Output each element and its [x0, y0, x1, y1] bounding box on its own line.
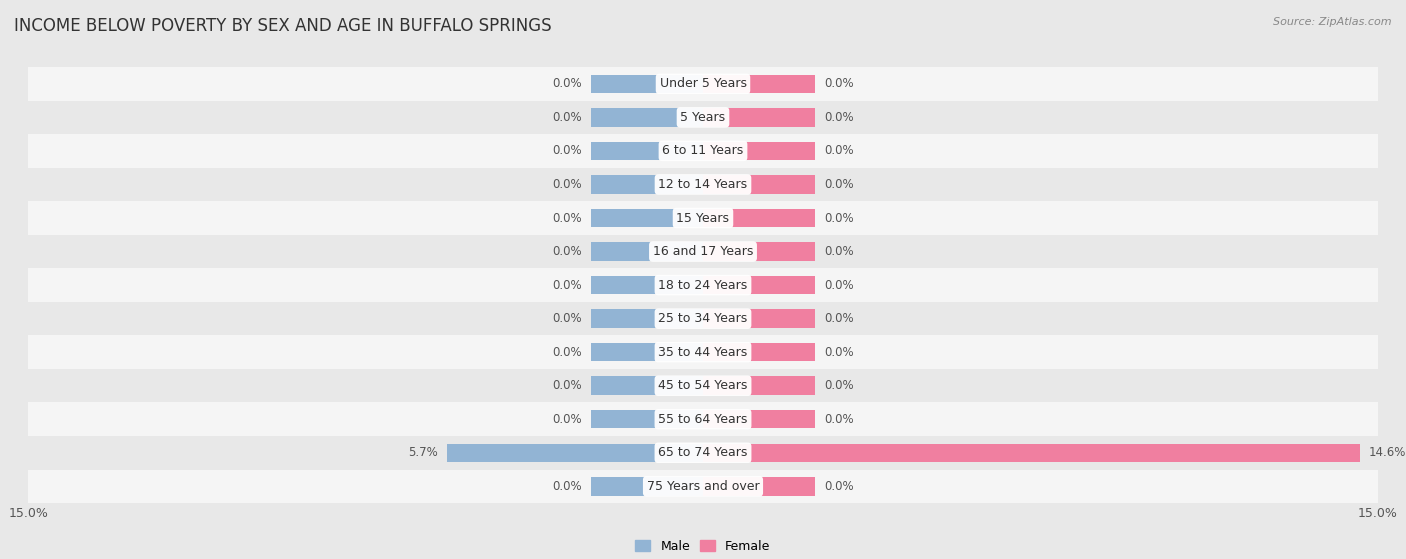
Text: INCOME BELOW POVERTY BY SEX AND AGE IN BUFFALO SPRINGS: INCOME BELOW POVERTY BY SEX AND AGE IN B…: [14, 17, 551, 35]
Bar: [591, 74, 703, 93]
Text: 45 to 54 Years: 45 to 54 Years: [658, 379, 748, 392]
Bar: [703, 377, 815, 395]
Text: 0.0%: 0.0%: [824, 312, 853, 325]
Bar: [28, 67, 1378, 101]
Bar: [703, 477, 815, 496]
Text: 15 Years: 15 Years: [676, 211, 730, 225]
Text: 0.0%: 0.0%: [553, 77, 582, 91]
Text: 0.0%: 0.0%: [824, 111, 853, 124]
Bar: [591, 343, 703, 362]
Bar: [703, 410, 815, 429]
Text: 0.0%: 0.0%: [553, 379, 582, 392]
Text: 0.0%: 0.0%: [824, 379, 853, 392]
Text: 0.0%: 0.0%: [824, 278, 853, 292]
Bar: [447, 444, 703, 462]
Text: 0.0%: 0.0%: [553, 480, 582, 493]
Bar: [28, 335, 1378, 369]
Bar: [703, 175, 815, 193]
Text: 0.0%: 0.0%: [824, 245, 853, 258]
Bar: [591, 175, 703, 193]
Bar: [28, 134, 1378, 168]
Bar: [28, 436, 1378, 470]
Bar: [591, 310, 703, 328]
Text: 0.0%: 0.0%: [553, 144, 582, 158]
Text: 5 Years: 5 Years: [681, 111, 725, 124]
Text: 0.0%: 0.0%: [553, 245, 582, 258]
Text: 25 to 34 Years: 25 to 34 Years: [658, 312, 748, 325]
Bar: [703, 310, 815, 328]
Text: 16 and 17 Years: 16 and 17 Years: [652, 245, 754, 258]
Bar: [591, 410, 703, 429]
Bar: [703, 74, 815, 93]
Bar: [28, 168, 1378, 201]
Text: 0.0%: 0.0%: [824, 345, 853, 359]
Bar: [28, 268, 1378, 302]
Bar: [703, 276, 815, 294]
Text: 75 Years and over: 75 Years and over: [647, 480, 759, 493]
Bar: [28, 402, 1378, 436]
Bar: [591, 377, 703, 395]
Bar: [28, 302, 1378, 335]
Bar: [591, 108, 703, 126]
Bar: [591, 142, 703, 160]
Bar: [703, 243, 815, 260]
Bar: [591, 477, 703, 496]
Text: 0.0%: 0.0%: [824, 178, 853, 191]
Bar: [703, 209, 815, 227]
Text: 5.7%: 5.7%: [408, 446, 437, 459]
Text: 0.0%: 0.0%: [553, 178, 582, 191]
Text: 65 to 74 Years: 65 to 74 Years: [658, 446, 748, 459]
Text: Under 5 Years: Under 5 Years: [659, 77, 747, 91]
Bar: [28, 235, 1378, 268]
Text: 0.0%: 0.0%: [553, 111, 582, 124]
Bar: [28, 201, 1378, 235]
Bar: [591, 276, 703, 294]
Text: 55 to 64 Years: 55 to 64 Years: [658, 413, 748, 426]
Bar: [591, 243, 703, 260]
Text: 6 to 11 Years: 6 to 11 Years: [662, 144, 744, 158]
Text: 0.0%: 0.0%: [553, 345, 582, 359]
Text: 12 to 14 Years: 12 to 14 Years: [658, 178, 748, 191]
Text: 0.0%: 0.0%: [824, 144, 853, 158]
Text: 0.0%: 0.0%: [553, 413, 582, 426]
Text: 14.6%: 14.6%: [1369, 446, 1406, 459]
Text: Source: ZipAtlas.com: Source: ZipAtlas.com: [1274, 17, 1392, 27]
Bar: [28, 101, 1378, 134]
Bar: [28, 470, 1378, 503]
Bar: [591, 209, 703, 227]
Bar: [703, 343, 815, 362]
Text: 35 to 44 Years: 35 to 44 Years: [658, 345, 748, 359]
Bar: [703, 108, 815, 126]
Text: 18 to 24 Years: 18 to 24 Years: [658, 278, 748, 292]
Bar: [28, 369, 1378, 402]
Bar: [703, 444, 1360, 462]
Text: 0.0%: 0.0%: [824, 211, 853, 225]
Bar: [703, 142, 815, 160]
Text: 0.0%: 0.0%: [824, 77, 853, 91]
Text: 0.0%: 0.0%: [553, 278, 582, 292]
Text: 0.0%: 0.0%: [824, 413, 853, 426]
Legend: Male, Female: Male, Female: [630, 535, 776, 558]
Text: 0.0%: 0.0%: [553, 312, 582, 325]
Text: 0.0%: 0.0%: [553, 211, 582, 225]
Text: 0.0%: 0.0%: [824, 480, 853, 493]
